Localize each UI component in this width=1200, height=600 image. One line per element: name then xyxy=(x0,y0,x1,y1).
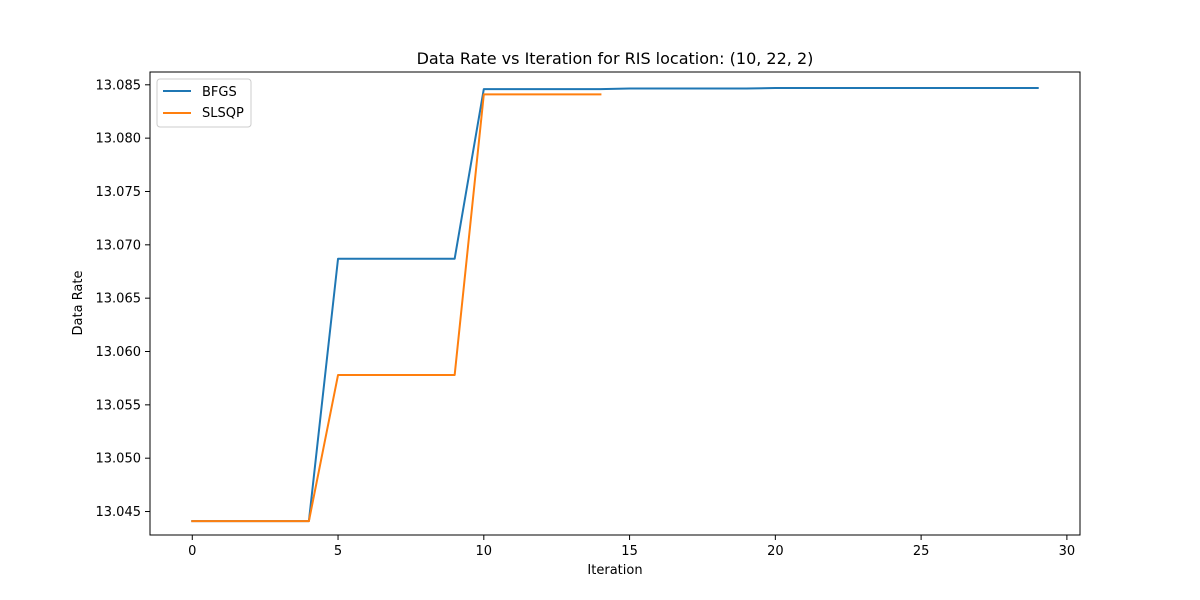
legend-label-slsqp: SLSQP xyxy=(202,106,244,121)
y-tick-label: 13.060 xyxy=(96,345,142,360)
plot-frame xyxy=(149,71,1081,536)
x-tick-label: 5 xyxy=(334,544,342,559)
y-tick-label: 13.075 xyxy=(96,185,142,200)
x-axis: 0 5 10 15 20 25 30 xyxy=(188,535,1075,559)
y-tick-label: 13.085 xyxy=(96,78,142,93)
x-tick-label: 20 xyxy=(767,544,784,559)
x-tick-label: 30 xyxy=(1059,544,1076,559)
series-line-bfgs xyxy=(191,87,1039,523)
y-tick-label: 13.070 xyxy=(96,238,142,253)
x-axis-label: Iteration xyxy=(587,563,642,578)
series-layer xyxy=(191,87,1039,523)
y-tick-label: 13.065 xyxy=(96,292,142,307)
x-tick-label: 10 xyxy=(476,544,493,559)
legend: BFGS SLSQP xyxy=(156,78,252,128)
y-tick-label: 13.055 xyxy=(96,398,142,413)
x-tick-label: 15 xyxy=(621,544,638,559)
y-axis: 13.045 13.050 13.055 13.060 13.065 13.070 13.0… xyxy=(96,78,150,520)
series-line-slsqp xyxy=(191,93,602,523)
y-axis-label: Data Rate xyxy=(71,271,86,336)
y-tick-label: 13.080 xyxy=(96,132,142,147)
chart-title: Data Rate vs Iteration for RIS location:… xyxy=(417,49,814,68)
x-tick-label: 25 xyxy=(913,544,930,559)
y-tick-label: 13.045 xyxy=(96,505,142,520)
y-tick-label: 13.050 xyxy=(96,452,142,467)
x-tick-label: 0 xyxy=(188,544,196,559)
legend-label-bfgs: BFGS xyxy=(202,85,237,100)
